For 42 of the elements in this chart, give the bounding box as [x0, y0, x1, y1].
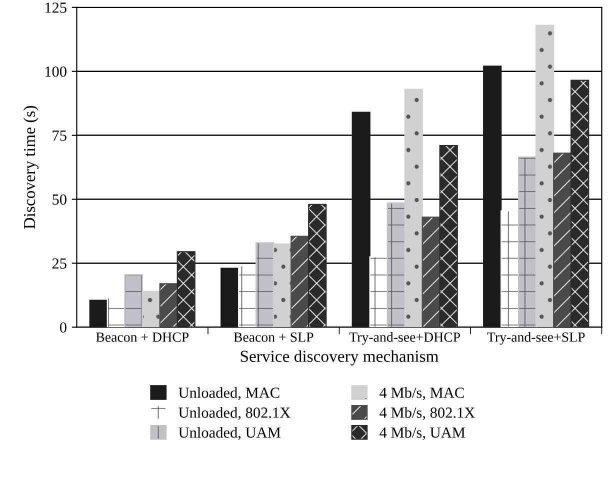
bar — [159, 283, 178, 328]
bar — [308, 204, 327, 328]
bar — [536, 24, 554, 328]
bar — [553, 152, 572, 328]
x-tick-label: Beacon + DHCP — [96, 332, 189, 342]
y-tick-label: 100 — [45, 66, 66, 77]
bar — [89, 300, 108, 328]
x-tick-label: Try-and-see+DHCP — [349, 332, 460, 345]
bar — [273, 243, 292, 328]
bar — [369, 256, 388, 328]
bar — [124, 274, 143, 328]
legend-label: Unloaded, UAM — [178, 426, 280, 440]
y-tick-label: 0 — [60, 322, 66, 333]
bar — [500, 210, 520, 328]
legend-label: 4 Mb/s, 802.1X — [380, 407, 475, 420]
bar — [439, 144, 458, 328]
x-axis-title: Service discovery mechanism — [240, 350, 438, 366]
bar — [238, 265, 257, 328]
bar — [176, 251, 196, 328]
legend-label: 4 Mb/s, UAM — [380, 426, 466, 440]
legend-label: 4 Mb/s, MAC — [380, 387, 464, 400]
bar — [570, 80, 590, 328]
bar — [142, 290, 160, 328]
x-tick-label: Beacon + SLP — [234, 332, 314, 342]
bar — [483, 66, 502, 328]
y-tick-label: 25 — [52, 258, 66, 269]
bar — [422, 216, 440, 328]
y-tick-label: 75 — [52, 130, 66, 141]
bar — [386, 202, 406, 328]
y-axis-title: Discovery time (s) — [23, 106, 39, 229]
y-tick-label: 125 — [45, 2, 66, 13]
bar — [352, 112, 370, 328]
legend-label: Unloaded, MAC — [178, 387, 280, 400]
bar — [518, 156, 537, 328]
bar — [106, 297, 126, 328]
bar — [256, 242, 274, 328]
bar — [290, 236, 310, 328]
x-tick-label: Try-and-see+SLP — [487, 332, 585, 345]
legend-label: Unloaded, 802.1X — [178, 407, 290, 420]
y-tick-label: 50 — [52, 194, 66, 205]
bar — [404, 88, 423, 328]
bar — [220, 268, 240, 328]
